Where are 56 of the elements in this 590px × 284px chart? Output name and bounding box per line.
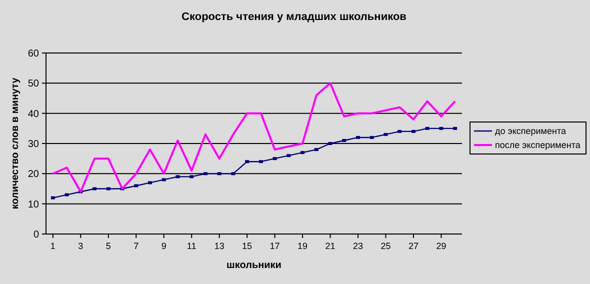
point bbox=[453, 126, 458, 130]
x-tick-label: 19 bbox=[298, 241, 308, 251]
x-tick-label: 1 bbox=[50, 241, 56, 251]
point bbox=[190, 175, 194, 178]
point bbox=[176, 175, 180, 178]
x-tick-label: 23 bbox=[352, 241, 364, 251]
point bbox=[50, 196, 55, 200]
x-tick-label: 13 bbox=[214, 241, 224, 251]
point bbox=[217, 172, 222, 176]
point bbox=[314, 148, 318, 152]
point bbox=[245, 160, 250, 164]
point bbox=[384, 132, 388, 136]
point bbox=[92, 187, 97, 190]
chart-title: Скорость чтения у младших школьников bbox=[182, 11, 407, 23]
point bbox=[134, 184, 138, 188]
point bbox=[286, 154, 291, 158]
point bbox=[231, 172, 236, 176]
x-tick-label: 17 bbox=[270, 241, 280, 251]
point bbox=[328, 142, 332, 145]
x-tick-label: 9 bbox=[161, 241, 166, 251]
x-tick-label: 11 bbox=[186, 241, 196, 251]
y-tick-label: 30 bbox=[28, 139, 40, 150]
x-tick-label: 5 bbox=[106, 241, 111, 251]
point bbox=[64, 193, 69, 196]
x-tick-label: 7 bbox=[134, 241, 139, 251]
point bbox=[411, 130, 416, 133]
x-tick-label: 29 bbox=[436, 241, 446, 251]
point bbox=[425, 126, 430, 130]
x-tick-label: 3 bbox=[78, 241, 84, 251]
y-tick-label: 40 bbox=[28, 108, 40, 120]
point bbox=[258, 160, 263, 164]
x-tick-label: 15 bbox=[242, 241, 252, 251]
point bbox=[162, 178, 166, 182]
y-tick-label: 20 bbox=[28, 169, 40, 180]
x-axis-title: школьники bbox=[226, 260, 282, 271]
x-tick-label: 21 bbox=[325, 241, 336, 251]
x-tick-label: 25 bbox=[380, 241, 391, 251]
point bbox=[342, 138, 346, 142]
point bbox=[106, 187, 110, 190]
point bbox=[300, 151, 305, 154]
point bbox=[272, 157, 277, 160]
point bbox=[356, 136, 360, 139]
point bbox=[370, 136, 374, 139]
y-tick-label: 10 bbox=[28, 199, 40, 210]
legend-label: после эксперимента bbox=[495, 140, 580, 150]
point bbox=[203, 172, 208, 176]
legend-label: до эксперимента bbox=[495, 126, 566, 136]
y-tick-label: 60 bbox=[28, 48, 40, 60]
point bbox=[148, 181, 152, 184]
point bbox=[398, 130, 402, 133]
y-tick-label: 0 bbox=[33, 230, 40, 240]
point bbox=[439, 126, 444, 130]
y-axis-title: количество слов в минуту bbox=[10, 77, 21, 210]
y-tick-label: 50 bbox=[28, 78, 40, 90]
line-series bbox=[52, 82, 456, 193]
x-tick-label: 27 bbox=[408, 241, 418, 251]
